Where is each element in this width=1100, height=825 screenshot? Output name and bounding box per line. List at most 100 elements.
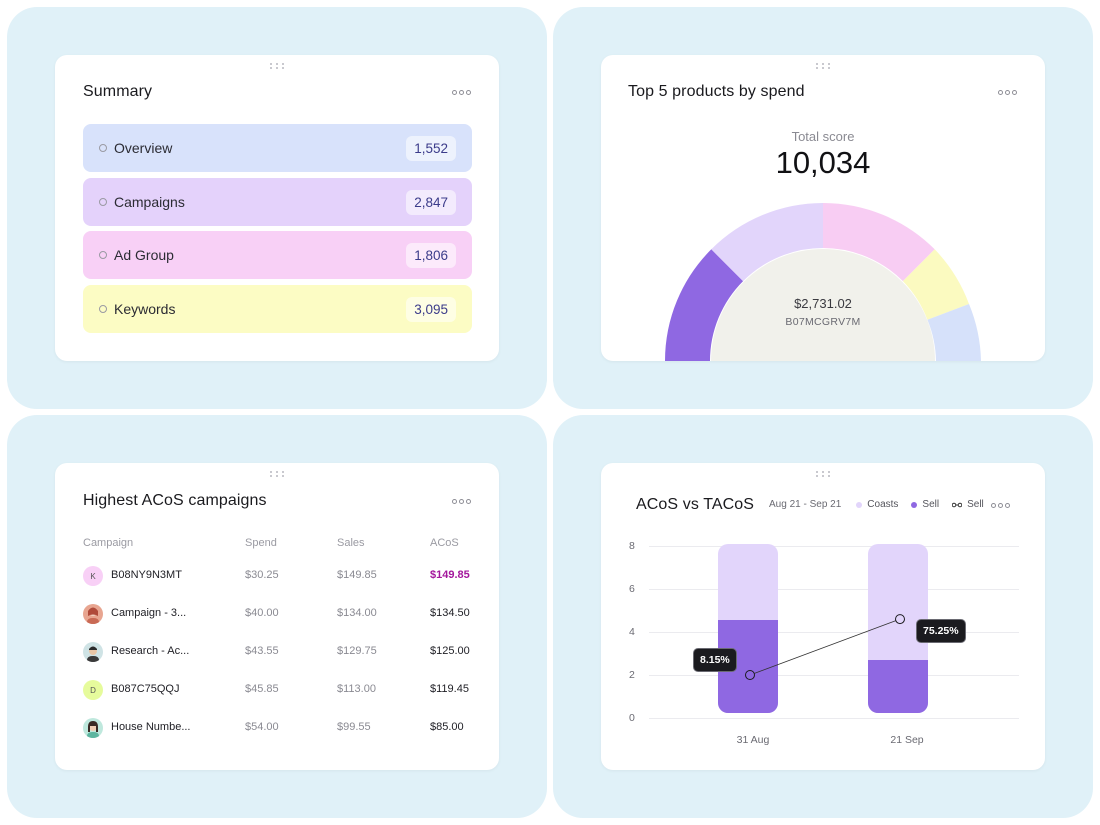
legend-sell-bar[interactable]: Sell (922, 499, 940, 510)
campaign-sales: $129.75 (337, 645, 377, 657)
date-range[interactable]: Aug 21 - Sep 21 (769, 499, 842, 510)
legend-sell-line[interactable]: Sell (967, 499, 984, 510)
sell-line (749, 618, 901, 676)
campaign-spend: $54.00 (245, 721, 279, 733)
column-header-campaign[interactable]: Campaign (83, 537, 134, 549)
bullet-icon (99, 305, 107, 313)
sell-line-chart (745, 614, 905, 680)
summary-title: Summary (83, 83, 153, 100)
table-row[interactable]: Campaign - 3... $40.00 $134.00 $134.50 (83, 599, 499, 629)
y-tick-label: 6 (629, 583, 635, 595)
bar-sell (868, 660, 928, 713)
summary-item-keywords[interactable]: Keywords 3,095 (83, 285, 472, 333)
gridline (649, 675, 1019, 676)
avatar (83, 718, 103, 738)
legend-dot-icon (856, 501, 863, 508)
spend-donut-chart (665, 203, 981, 361)
bullet-icon (99, 198, 107, 206)
legend-coasts[interactable]: Coasts (867, 499, 899, 510)
table-row[interactable]: K B08NY9N3MT $30.25 $149.85 $149.85 (83, 561, 499, 591)
campaign-acos: $85.00 (430, 721, 464, 733)
bar-21-sep[interactable] (868, 544, 928, 713)
drag-handle-icon[interactable] (816, 63, 830, 71)
donut-segment-lavender[interactable] (711, 203, 823, 282)
campaign-spend: $30.25 (245, 569, 279, 581)
summary-item-label: Overview (114, 140, 173, 156)
avatar: K (83, 566, 103, 586)
donut-segment-blue[interactable] (927, 304, 981, 361)
bullet-icon (99, 251, 107, 259)
chart-legend: Aug 21 - Sep 21 Coasts Sell Sell (769, 499, 984, 510)
summary-item-count: 1,552 (406, 135, 456, 161)
campaign-sales: $113.00 (337, 683, 376, 695)
campaign-sales: $134.00 (337, 607, 377, 619)
summary-card: Summary Overview 1,552 Campaigns 2,847 A… (55, 55, 499, 361)
sell-point[interactable] (895, 614, 905, 625)
campaign-name: Research - Ac... (111, 645, 190, 657)
tooltip-75-25: 75.25% (916, 619, 966, 643)
summary-item-label: Campaigns (114, 194, 185, 210)
campaign-acos: $149.85 (430, 569, 470, 581)
donut-segment-pink[interactable] (823, 203, 935, 282)
gridline (649, 718, 1019, 719)
summary-item-count: 3,095 (406, 296, 456, 322)
summary-item-count: 2,847 (406, 189, 456, 215)
more-options-icon[interactable] (449, 496, 474, 507)
drag-handle-icon[interactable] (270, 63, 284, 71)
campaign-name: House Numbe... (111, 721, 191, 733)
avatar (83, 642, 103, 662)
more-options-icon[interactable] (988, 500, 1013, 511)
campaign-name: B087C75QQJ (111, 683, 180, 695)
more-options-icon[interactable] (995, 87, 1020, 98)
drag-handle-icon[interactable] (270, 471, 284, 479)
campaign-sales: $99.55 (337, 721, 371, 733)
top-products-title: Top 5 products by spend (628, 83, 805, 100)
y-tick-label: 4 (629, 626, 635, 638)
bar-31-aug[interactable] (718, 544, 778, 713)
acos-tacos-card: ACoS vs TACoS Aug 21 - Sep 21 Coasts Sel… (601, 463, 1045, 770)
avatar: D (83, 680, 103, 700)
summary-item-ad-group[interactable]: Ad Group 1,806 (83, 231, 472, 279)
acos-campaigns-title: Highest ACoS campaigns (83, 492, 267, 509)
acos-tacos-title: ACoS vs TACoS (636, 496, 755, 513)
donut-center-sku: B07MCGRV7M (785, 316, 861, 328)
x-tick-label: 21 Sep (890, 734, 924, 746)
y-tick-label: 8 (629, 540, 635, 552)
summary-item-label: Ad Group (114, 247, 174, 263)
top-products-card: Top 5 products by spend Total score 10,0… (601, 55, 1045, 361)
legend-dot-icon (911, 501, 918, 508)
table-row[interactable]: House Numbe... $54.00 $99.55 $85.00 (83, 713, 499, 743)
campaign-spend: $45.85 (245, 683, 279, 695)
gridline (649, 589, 1019, 590)
summary-item-label: Keywords (114, 301, 176, 317)
y-tick-label: 2 (629, 669, 635, 681)
campaign-spend: $43.55 (245, 645, 279, 657)
drag-handle-icon[interactable] (816, 471, 830, 479)
total-score-label: Total score (791, 129, 855, 144)
column-header-sales[interactable]: Sales (337, 537, 365, 549)
donut-center-value: $2,731.02 (794, 296, 852, 311)
summary-item-campaigns[interactable]: Campaigns 2,847 (83, 178, 472, 226)
y-tick-label: 0 (629, 712, 635, 724)
summary-item-count: 1,806 (406, 242, 456, 268)
donut-segment-purple[interactable] (665, 249, 744, 361)
column-header-acos[interactable]: ACoS (430, 537, 459, 549)
gridline (649, 632, 1019, 633)
column-header-spend[interactable]: Spend (245, 537, 277, 549)
donut-center (711, 249, 935, 361)
table-row[interactable]: Research - Ac... $43.55 $129.75 $125.00 (83, 637, 499, 667)
campaign-sales: $149.85 (337, 569, 377, 581)
gridline (649, 546, 1019, 547)
donut-segment-yellow[interactable] (902, 249, 969, 320)
table-row[interactable]: D B087C75QQJ $45.85 $113.00 $119.45 (83, 675, 499, 705)
bullet-icon (99, 144, 107, 152)
more-options-icon[interactable] (449, 87, 474, 98)
sell-point[interactable] (745, 670, 755, 680)
total-score-value: 10,034 (775, 145, 871, 180)
x-tick-label: 31 Aug (736, 734, 770, 746)
campaign-name: Campaign - 3... (111, 607, 187, 619)
campaign-acos: $125.00 (430, 645, 470, 657)
tooltip-8-15: 8.15% (693, 648, 737, 672)
campaign-acos: $119.45 (430, 683, 469, 695)
summary-item-overview[interactable]: Overview 1,552 (83, 124, 472, 172)
